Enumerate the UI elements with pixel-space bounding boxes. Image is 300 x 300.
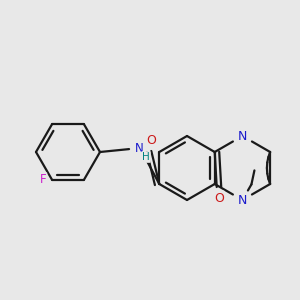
- Text: N: N: [238, 130, 247, 142]
- Text: H: H: [142, 152, 150, 162]
- Text: O: O: [214, 191, 224, 205]
- Text: N: N: [238, 194, 247, 206]
- Text: O: O: [146, 134, 156, 146]
- Text: F: F: [40, 173, 46, 186]
- Text: N: N: [135, 142, 143, 154]
